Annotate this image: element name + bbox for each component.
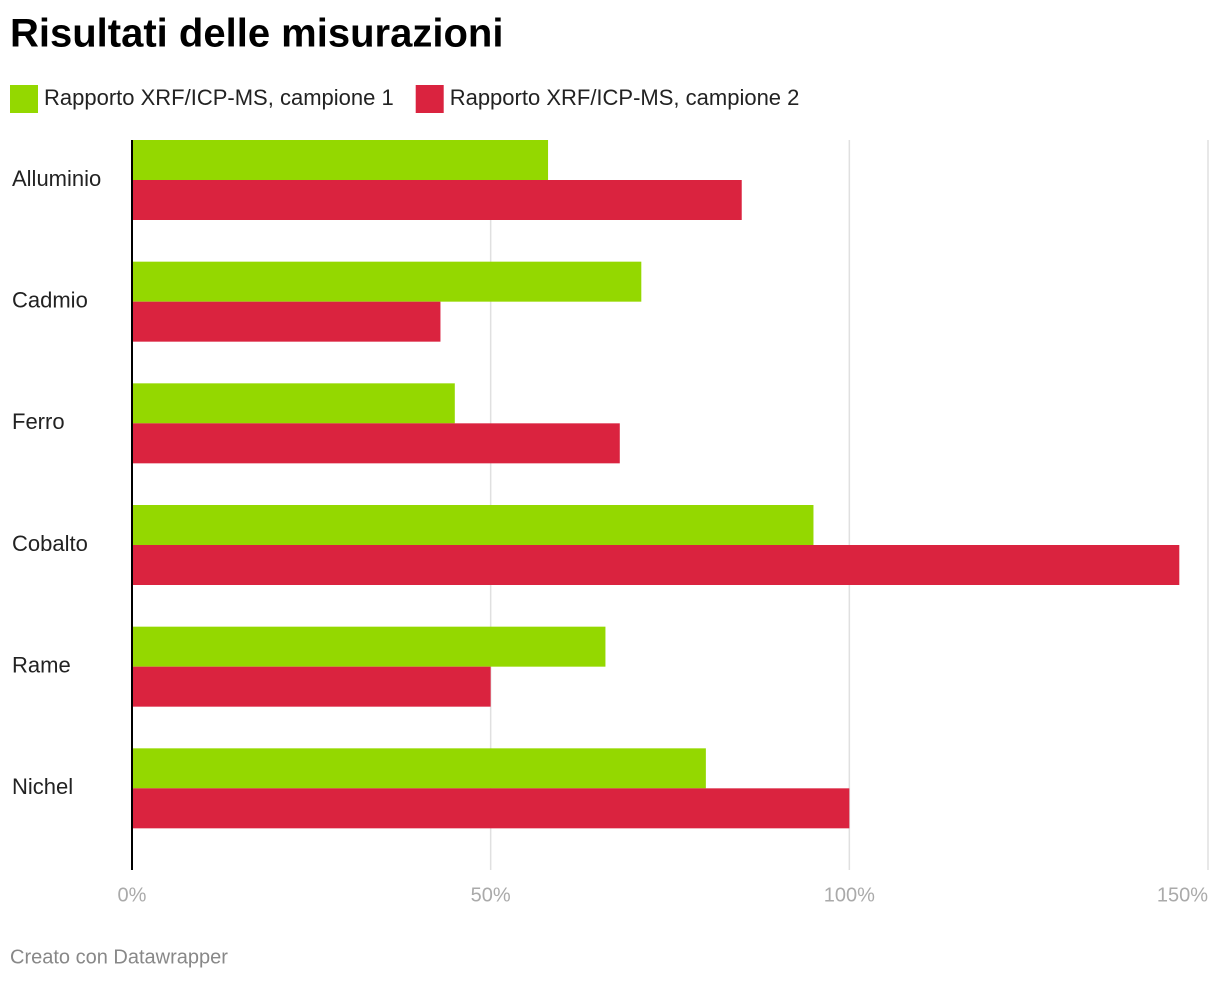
bar <box>132 423 620 464</box>
footer: Creato con Datawrapper <box>10 946 228 968</box>
y-tick-label: Alluminio <box>12 166 101 191</box>
legend-label: Rapporto XRF/ICP-MS, campione 1 <box>44 85 394 110</box>
bar <box>132 180 742 220</box>
y-tick-label: Cadmio <box>12 287 88 312</box>
bar <box>132 383 455 424</box>
legend-label: Rapporto XRF/ICP-MS, campione 2 <box>450 85 800 110</box>
x-tick-label: 100% <box>824 884 875 906</box>
bar <box>132 261 642 302</box>
x-tick-label: 0% <box>118 884 147 906</box>
y-tick-label: Nichel <box>12 774 73 799</box>
bar <box>132 626 606 667</box>
legend-swatch <box>415 85 444 113</box>
bar <box>132 301 441 342</box>
chart-title: Risultati delle misurazioni <box>10 12 503 56</box>
bar <box>132 748 706 789</box>
bar <box>132 505 814 545</box>
y-tick-label: Cobalto <box>12 531 88 556</box>
x-tick-label: 50% <box>471 884 511 906</box>
x-tick-label: 150% <box>1157 884 1208 906</box>
y-tick-label: Rame <box>12 652 71 677</box>
bar <box>132 666 491 707</box>
bar <box>132 788 850 829</box>
y-tick-label: Ferro <box>12 409 65 434</box>
bar <box>132 545 1180 585</box>
bar <box>132 140 549 180</box>
legend-swatch <box>10 85 38 113</box>
